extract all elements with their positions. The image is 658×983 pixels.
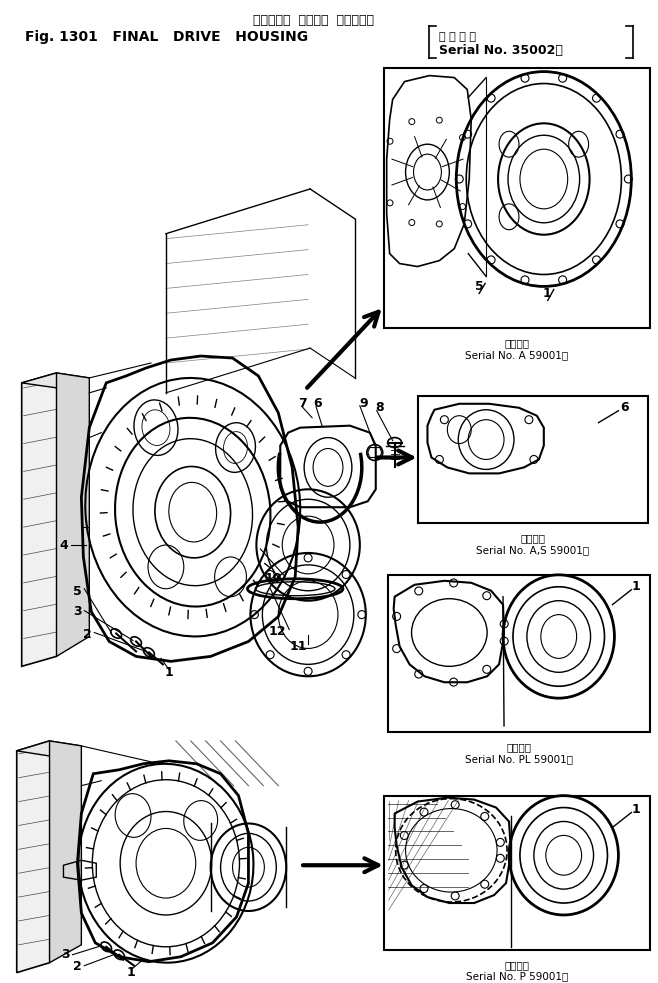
- Text: 8: 8: [376, 401, 384, 414]
- Text: 5: 5: [475, 280, 484, 293]
- Text: 6: 6: [620, 401, 628, 414]
- Text: 2: 2: [72, 960, 82, 973]
- Text: Serial No. P 59001～: Serial No. P 59001～: [466, 971, 568, 982]
- Text: 1: 1: [632, 803, 641, 816]
- Text: 11: 11: [290, 640, 307, 653]
- Text: 10: 10: [265, 572, 282, 585]
- Text: 12: 12: [268, 625, 286, 638]
- Text: 適用機種: 適用機種: [505, 959, 530, 969]
- Text: ファイナル  ドライブ  ハウジング: ファイナル ドライブ ハウジング: [253, 14, 374, 27]
- Polygon shape: [16, 741, 82, 756]
- Text: 適用機種: 適用機種: [520, 533, 545, 543]
- Bar: [384, 795, 650, 950]
- Text: Serial No. A 59001～: Serial No. A 59001～: [465, 350, 569, 360]
- Polygon shape: [16, 741, 59, 972]
- Text: 6: 6: [313, 397, 322, 410]
- Polygon shape: [57, 373, 89, 657]
- Text: 適 用 号 機: 適 用 号 機: [440, 31, 476, 42]
- Polygon shape: [22, 373, 66, 666]
- Bar: [384, 68, 650, 328]
- Text: Serial No. A,S 59001～: Serial No. A,S 59001～: [476, 545, 590, 555]
- Text: 3: 3: [61, 949, 70, 961]
- Text: Serial No. 35002～: Serial No. 35002～: [440, 44, 563, 57]
- Text: 1: 1: [127, 966, 136, 979]
- Text: 1: 1: [632, 580, 641, 594]
- Bar: [418, 396, 648, 523]
- Polygon shape: [22, 373, 89, 388]
- Text: Fig. 1301   FINAL   DRIVE   HOUSING: Fig. 1301 FINAL DRIVE HOUSING: [24, 29, 308, 44]
- Text: 1: 1: [542, 287, 551, 300]
- Text: 適用機種: 適用機種: [507, 742, 532, 752]
- Text: 適用機種: 適用機種: [505, 338, 530, 348]
- Text: 3: 3: [73, 606, 82, 618]
- Text: 9: 9: [360, 397, 368, 410]
- Text: 2: 2: [82, 628, 91, 641]
- Text: 7: 7: [298, 397, 307, 410]
- Text: 4: 4: [60, 539, 68, 551]
- Polygon shape: [49, 741, 82, 962]
- Text: 1: 1: [164, 665, 173, 679]
- Text: Serial No. PL 59001～: Serial No. PL 59001～: [465, 754, 573, 764]
- Text: 5: 5: [72, 585, 82, 599]
- Bar: [388, 575, 650, 732]
